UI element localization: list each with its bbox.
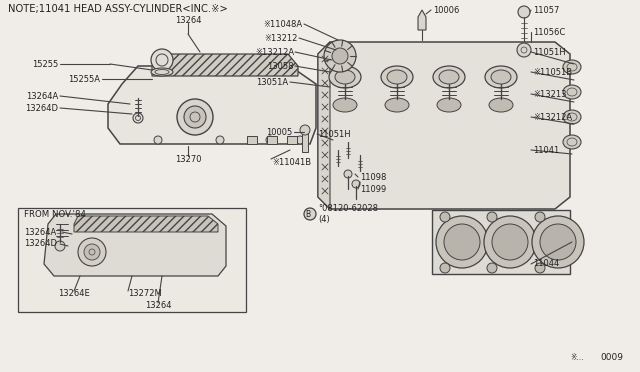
Ellipse shape xyxy=(563,85,581,99)
Circle shape xyxy=(436,216,488,268)
Polygon shape xyxy=(318,42,570,209)
Bar xyxy=(247,136,257,144)
Circle shape xyxy=(55,241,65,251)
Text: 11056C: 11056C xyxy=(533,28,565,36)
Circle shape xyxy=(151,49,173,71)
Polygon shape xyxy=(74,216,218,232)
Circle shape xyxy=(535,212,545,222)
Circle shape xyxy=(216,136,224,144)
Text: 10006: 10006 xyxy=(433,6,460,15)
Text: ※11051B: ※11051B xyxy=(533,67,572,77)
Text: 11051H: 11051H xyxy=(533,48,566,57)
Circle shape xyxy=(532,216,584,268)
Ellipse shape xyxy=(381,66,413,88)
Text: °08120-62028
(4): °08120-62028 (4) xyxy=(318,204,378,224)
Text: 13264D: 13264D xyxy=(25,103,58,112)
Circle shape xyxy=(440,263,450,273)
Text: 15255A: 15255A xyxy=(68,74,100,83)
Circle shape xyxy=(300,125,310,135)
Text: 13058: 13058 xyxy=(268,61,294,71)
Circle shape xyxy=(344,170,352,178)
Text: ※13212A: ※13212A xyxy=(255,48,294,57)
Text: 11044: 11044 xyxy=(533,260,559,269)
Text: 13264: 13264 xyxy=(175,16,201,25)
Circle shape xyxy=(154,136,162,144)
Circle shape xyxy=(535,263,545,273)
Text: 13264: 13264 xyxy=(145,301,172,311)
Circle shape xyxy=(177,99,213,135)
Text: 13272M: 13272M xyxy=(128,289,162,298)
Circle shape xyxy=(332,48,348,64)
Circle shape xyxy=(517,43,531,57)
Circle shape xyxy=(266,136,274,144)
Text: 13264A: 13264A xyxy=(24,228,56,237)
Text: ※13212A: ※13212A xyxy=(533,112,572,122)
Polygon shape xyxy=(432,210,570,274)
Circle shape xyxy=(296,136,304,144)
Text: 15255: 15255 xyxy=(32,60,58,68)
Text: NOTE;11041 HEAD ASSY-CYLINDER<INC.※>: NOTE;11041 HEAD ASSY-CYLINDER<INC.※> xyxy=(8,4,228,14)
Ellipse shape xyxy=(433,66,465,88)
Bar xyxy=(287,136,297,144)
Polygon shape xyxy=(152,54,298,76)
Text: 13270: 13270 xyxy=(175,154,201,164)
Ellipse shape xyxy=(151,68,173,76)
Circle shape xyxy=(78,238,106,266)
Text: ※13213: ※13213 xyxy=(533,90,566,99)
Ellipse shape xyxy=(485,66,517,88)
Text: 10005: 10005 xyxy=(266,128,292,137)
Text: 13264D: 13264D xyxy=(24,240,57,248)
Text: 11051H: 11051H xyxy=(318,129,351,138)
Ellipse shape xyxy=(563,60,581,74)
Polygon shape xyxy=(108,66,316,144)
Text: FROM NOV.'84: FROM NOV.'84 xyxy=(24,209,86,218)
Circle shape xyxy=(352,180,360,188)
Polygon shape xyxy=(44,214,226,276)
Text: 13264E: 13264E xyxy=(58,289,90,298)
Text: 11099: 11099 xyxy=(360,185,387,193)
Text: 11057: 11057 xyxy=(533,6,559,15)
Circle shape xyxy=(84,244,100,260)
Text: B: B xyxy=(305,209,310,218)
Circle shape xyxy=(440,212,450,222)
Text: 13051A: 13051A xyxy=(256,77,288,87)
Bar xyxy=(302,132,308,152)
Ellipse shape xyxy=(329,66,361,88)
Circle shape xyxy=(518,6,530,18)
Text: 0009: 0009 xyxy=(600,353,623,362)
Text: ※...: ※... xyxy=(570,353,584,362)
Circle shape xyxy=(133,113,143,123)
Ellipse shape xyxy=(563,135,581,149)
Circle shape xyxy=(304,208,316,220)
Text: 13264A: 13264A xyxy=(26,92,58,100)
Circle shape xyxy=(487,263,497,273)
Circle shape xyxy=(444,224,480,260)
Circle shape xyxy=(484,216,536,268)
Ellipse shape xyxy=(335,70,355,84)
Ellipse shape xyxy=(385,98,409,112)
Text: 11041: 11041 xyxy=(533,145,559,154)
Ellipse shape xyxy=(439,70,459,84)
Bar xyxy=(267,136,277,144)
Text: ※13212: ※13212 xyxy=(264,33,298,42)
Circle shape xyxy=(184,106,206,128)
Ellipse shape xyxy=(437,98,461,112)
Circle shape xyxy=(487,212,497,222)
Circle shape xyxy=(324,40,356,72)
Text: ※11048A: ※11048A xyxy=(263,19,302,29)
Bar xyxy=(18,208,246,312)
Polygon shape xyxy=(318,42,330,209)
Text: 11098: 11098 xyxy=(360,173,387,182)
Text: ※11041B: ※11041B xyxy=(272,157,311,167)
Ellipse shape xyxy=(489,98,513,112)
Circle shape xyxy=(492,224,528,260)
Circle shape xyxy=(540,224,576,260)
Ellipse shape xyxy=(387,70,407,84)
Ellipse shape xyxy=(563,110,581,124)
Ellipse shape xyxy=(333,98,357,112)
Ellipse shape xyxy=(491,70,511,84)
Polygon shape xyxy=(418,10,426,30)
